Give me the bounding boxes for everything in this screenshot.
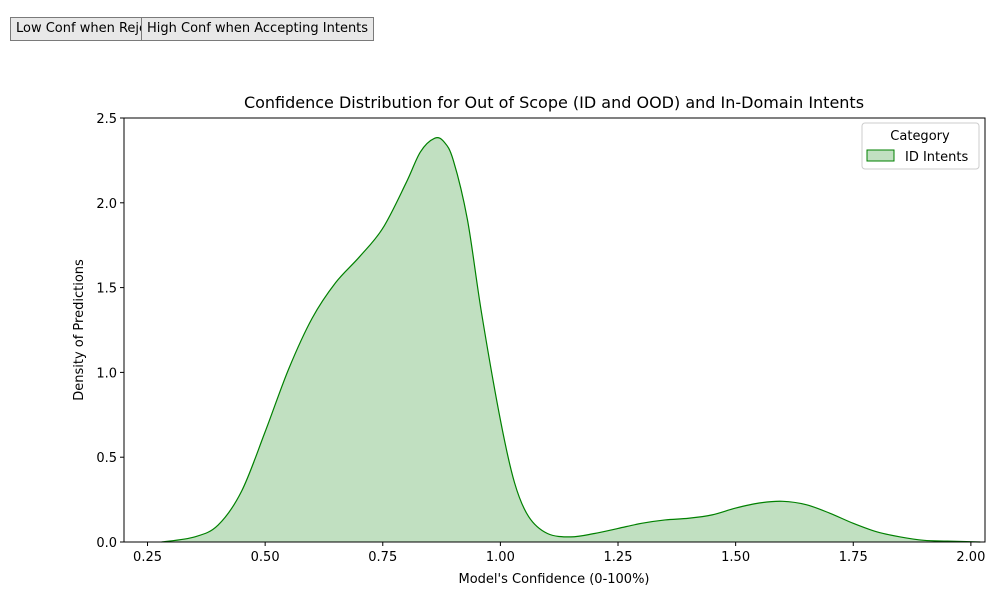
x-tick-label: 1.25 <box>604 550 633 565</box>
x-axis-label: Model's Confidence (0-100%) <box>458 572 649 587</box>
y-tick-label: 0.5 <box>96 451 117 466</box>
x-tick-label: 1.00 <box>486 550 515 565</box>
x-tick-label: 1.50 <box>721 550 750 565</box>
y-tick-label: 2.0 <box>96 197 117 212</box>
legend-title: Category <box>890 129 950 144</box>
x-tick-label: 0.75 <box>368 550 397 565</box>
plot-area <box>161 137 981 543</box>
x-tick-label: 0.50 <box>251 550 280 565</box>
x-tick-label: 0.25 <box>133 550 162 565</box>
x-tick-label: 1.75 <box>839 550 868 565</box>
x-tick-label: 2.00 <box>956 550 985 565</box>
legend: Category ID Intents <box>861 122 980 170</box>
legend-swatch <box>866 149 895 162</box>
y-tick-label: 1.0 <box>96 366 117 381</box>
series-line-0 <box>161 137 981 543</box>
y-tick-label: 0.0 <box>96 536 117 551</box>
legend-label: ID Intents <box>905 150 968 165</box>
axes: 0.25 0.50 0.75 1.00 1.25 1.50 1.75 2.00 0.0 0.5 1.… <box>96 112 986 565</box>
series-area-0 <box>161 137 981 542</box>
y-tick-label: 2.5 <box>96 112 117 127</box>
high-conf-button[interactable]: High Conf when Accepting Intents <box>141 17 375 41</box>
chart-title: Confidence Distribution for Out of Scope… <box>244 93 864 112</box>
y-axis-label: Density of Predictions <box>72 259 87 401</box>
axes-frame <box>123 117 986 543</box>
y-tick-label: 1.5 <box>96 282 117 297</box>
